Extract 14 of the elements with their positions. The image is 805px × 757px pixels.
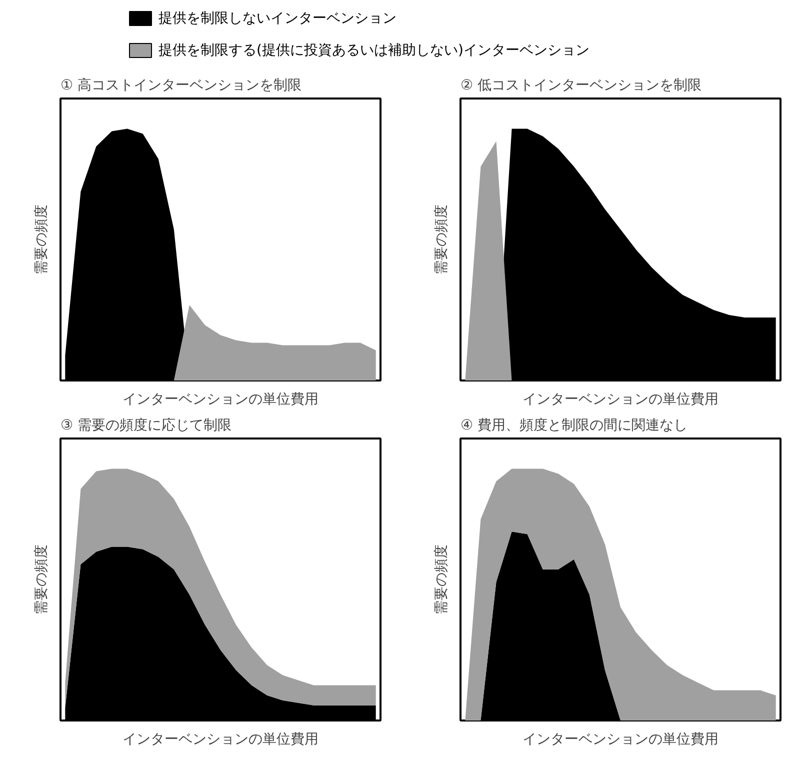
chart-title: ② 低コストインターベンションを制限 xyxy=(460,78,702,94)
y-axis-title: 需要の頻度 xyxy=(434,204,450,274)
x-axis-title: インターベンションの単位費用 xyxy=(522,392,718,408)
y-axis-title: 需要の頻度 xyxy=(34,204,50,274)
chart-title: ③ 需要の頻度に応じて制限 xyxy=(60,418,232,434)
y-axis-title: 需要の頻度 xyxy=(434,544,450,614)
legend-label: 提供を制限する(提供に投資あるいは補助しない)インターベンション xyxy=(158,42,590,58)
chart-title: ④ 費用、頻度と制限の間に関連なし xyxy=(460,418,688,434)
chart-title: ① 高コストインターベンションを制限 xyxy=(60,78,302,94)
x-axis-title: インターベンションの単位費用 xyxy=(122,732,318,748)
x-axis-title: インターベンションの単位費用 xyxy=(122,392,318,408)
legend-label: 提供を制限しないインターベンション xyxy=(158,10,396,26)
x-axis-title: インターベンションの単位費用 xyxy=(522,732,718,748)
y-axis-title: 需要の頻度 xyxy=(34,544,50,614)
